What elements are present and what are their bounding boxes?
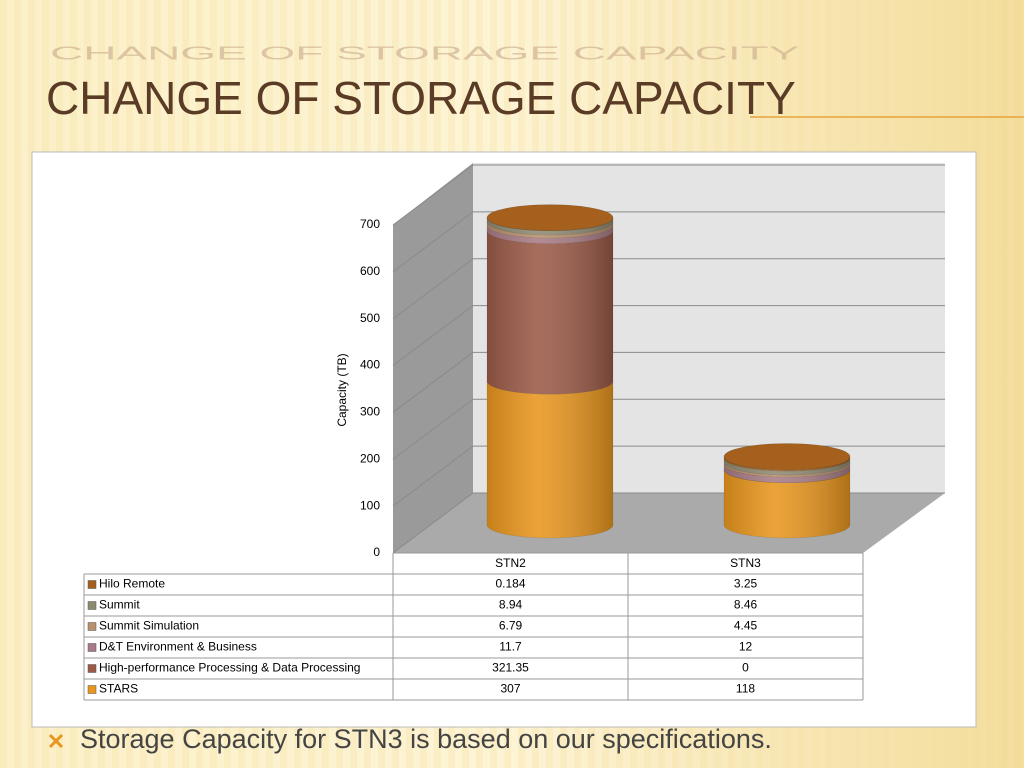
table-value: 8.94 — [499, 598, 523, 612]
y-axis-label: Capacity (TB) — [335, 353, 349, 426]
x-tick-label: STN3 — [730, 556, 761, 570]
table-value: 0.184 — [495, 577, 525, 591]
plot: 0 100 200 300 400 500 600 700 Capacity (TB) — [335, 164, 945, 559]
y-tick-label: 100 — [360, 498, 380, 512]
grid-line — [392, 398, 945, 460]
table-value: 12 — [739, 640, 753, 654]
bar-shading — [487, 225, 613, 244]
grid-line — [392, 351, 945, 413]
bar-shading — [487, 217, 613, 235]
y-tick-label: 700 — [360, 217, 380, 231]
y-tick-label: 300 — [360, 405, 380, 419]
legend-swatch — [87, 664, 97, 673]
table-value: 8.46 — [734, 598, 758, 612]
legend-swatch — [87, 643, 97, 652]
bar-shading — [487, 221, 613, 239]
bar-shading — [724, 464, 850, 483]
data-table: STN2 STN3 Hilo Remote 0.184 3.25 Summit 8.94 8.… — [83, 552, 864, 701]
bar-shading — [724, 458, 850, 476]
bullet-icon — [48, 733, 64, 749]
y-tick-label: 400 — [360, 358, 380, 372]
table-value: 0 — [742, 661, 749, 675]
legend-swatch — [87, 622, 97, 631]
y-tick-label: 600 — [360, 264, 380, 278]
side-wall — [393, 163, 473, 553]
table-value: 3.25 — [734, 577, 758, 591]
table-value: 6.79 — [499, 619, 523, 633]
y-tick-label: 500 — [360, 311, 380, 325]
slide-title: CHANGE OF STORAGE CAPACITY — [46, 72, 796, 124]
y-tick-label: 200 — [360, 451, 380, 465]
legend-swatch — [87, 601, 97, 610]
legend-label: STARS — [99, 682, 138, 696]
title-shadow: CHANGE OF STORAGE CAPACITY — [50, 43, 799, 63]
floor — [393, 493, 945, 553]
bar-shading — [724, 469, 850, 538]
table-value: 321.35 — [492, 661, 529, 675]
table-value: 4.45 — [734, 619, 758, 633]
table-value: 118 — [736, 682, 755, 696]
legend-label: Hilo Remote — [99, 577, 165, 591]
bullet-text: Storage Capacity for STN3 is based on ou… — [80, 724, 772, 754]
bar-shading — [487, 230, 613, 395]
legend-label: Summit Simulation — [99, 619, 199, 633]
cylinder-top — [723, 443, 851, 470]
y-tick-label: 0 — [373, 545, 380, 559]
cylinder-top — [486, 204, 614, 231]
grid-line — [392, 258, 945, 320]
grid-line — [392, 305, 945, 366]
bar-shading — [724, 462, 850, 478]
grid-line — [392, 164, 945, 226]
grid-line — [392, 211, 945, 273]
legend-swatch — [87, 580, 97, 589]
table-value: 11.7 — [499, 640, 522, 654]
table-value: 307 — [500, 682, 520, 696]
x-tick-label: STN2 — [495, 556, 526, 570]
legend-swatch — [87, 685, 97, 694]
legend-label: High-performance Processing & Data Proce… — [99, 661, 360, 675]
legend-label: D&T Environment & Business — [99, 640, 257, 654]
bar-shading — [487, 381, 613, 538]
legend-label: Summit — [99, 598, 140, 612]
